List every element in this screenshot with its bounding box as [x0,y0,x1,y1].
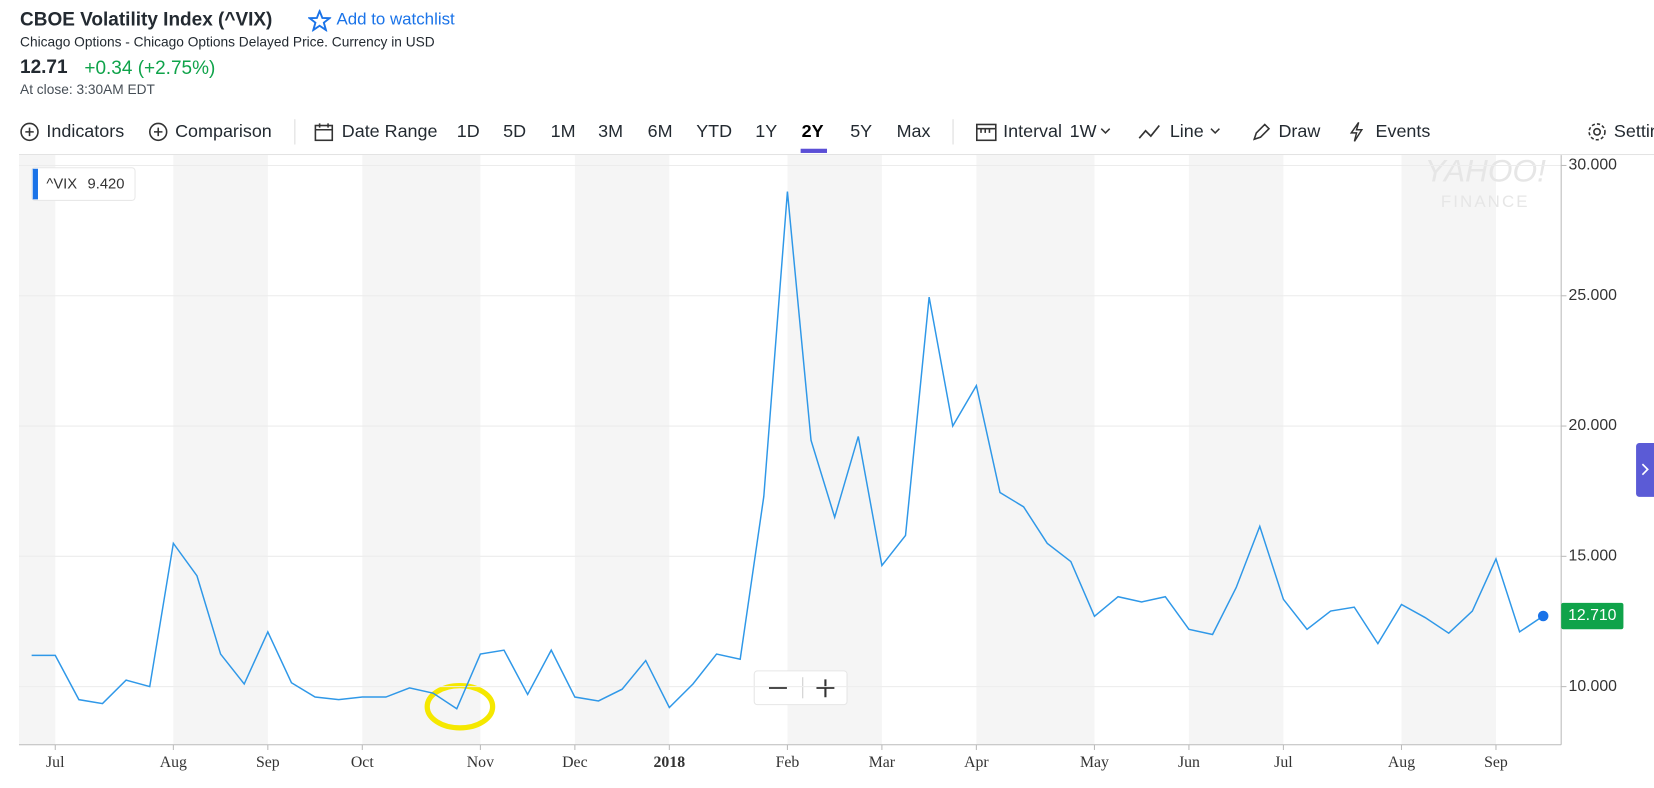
last-price-label: 12.710 [1568,607,1617,624]
settings-button[interactable]: Settings [1613,121,1654,142]
month-band [574,155,670,745]
month-band [1401,155,1496,745]
y-tick-label: 15.000 [1569,548,1618,565]
star-icon[interactable] [308,9,332,32]
watermark: YAHOO! [1425,152,1546,188]
x-tick-label: Feb [776,754,800,771]
last-point [1537,610,1549,622]
month-band [787,155,882,745]
x-tick-label: 2018 [654,754,686,771]
indicators-button[interactable]: Indicators [46,121,125,142]
date-range-button[interactable]: Date Range [341,121,438,142]
price: 12.71 [20,55,68,78]
settings-icon[interactable] [1586,121,1607,142]
x-tick-label: Aug [160,754,187,771]
last-price-tag [1561,602,1624,630]
hover-box [31,167,136,201]
range-button[interactable]: Max [896,121,931,142]
watchlist-link[interactable]: Add to watchlist [336,10,455,29]
line-button[interactable]: Line [1169,121,1204,142]
month-band [1188,155,1284,745]
x-tick-label: Jul [46,754,65,771]
comparison-icon[interactable] [148,121,169,142]
indicators-icon[interactable] [19,121,40,142]
watermark: FINANCE [1441,192,1530,211]
draw-button[interactable]: Draw [1278,121,1321,142]
hover-symbol: ^VIX [46,177,77,193]
month-band [18,155,56,745]
interval-value[interactable]: 1W [1069,121,1097,142]
quote-title: CBOE Volatility Index (^VIX) [20,8,273,30]
hover-color [32,168,38,200]
events-button[interactable]: Events [1375,121,1431,142]
active-underline [800,148,828,153]
range-button[interactable]: 1D [456,121,480,142]
x-tick-label: May [1080,754,1109,771]
calendar-icon[interactable] [313,121,334,142]
range-button[interactable]: 1M [550,121,576,142]
price-line [31,191,1544,710]
range-button-active[interactable]: 2Y [801,121,824,142]
range-button[interactable]: YTD [696,121,733,142]
range-button[interactable]: 5D [503,121,527,142]
range-button[interactable]: 3M [598,121,624,142]
x-tick-label: Dec [562,754,587,771]
x-tick-label: Jul [1274,754,1293,771]
x-tick-label: Aug [1388,754,1415,771]
quote-subtitle: Chicago Options - Chicago Options Delaye… [20,33,435,50]
y-tick-label: 10.000 [1569,678,1618,695]
y-tick-label: 30.000 [1569,157,1618,174]
x-tick-label: Jun [1178,754,1200,771]
draw-icon[interactable] [1251,121,1272,142]
x-tick-label: Oct [351,754,374,771]
x-tick-label: Apr [964,754,989,771]
month-band [362,155,481,745]
range-button[interactable]: 6M [647,121,673,142]
range-button[interactable]: 5Y [850,121,873,142]
side-tab-chevron [1641,463,1649,476]
side-panel-tab[interactable] [1636,443,1654,497]
interval-button[interactable]: Interval [1003,121,1062,142]
y-tick-label: 25.000 [1569,287,1618,304]
range-button[interactable]: 1Y [755,121,778,142]
x-tick-label: Nov [467,754,494,771]
x-tick-label: Sep [256,754,280,771]
events-icon[interactable] [1348,121,1365,142]
highlight-circle [424,683,496,731]
chevron [1210,128,1220,134]
zoom-control [753,670,848,706]
price-change: +0.34 (+2.75%) [84,56,216,79]
comparison-button[interactable]: Comparison [175,121,272,142]
y-tick-label: 20.000 [1569,417,1618,434]
zoom-in[interactable] [816,679,835,698]
interval-icon[interactable] [975,121,998,142]
x-tick-label: Sep [1484,754,1508,771]
toolbar-border [18,154,1654,156]
hover-price: 9.420 [88,177,125,193]
line-icon[interactable] [1137,121,1162,142]
separator [952,119,954,145]
month-band [976,155,1095,745]
x-tick-label: Mar [869,754,896,771]
month-band [173,155,268,745]
chevron [1100,128,1111,134]
separator [294,119,296,145]
close-time: At close: 3:30AM EDT [20,81,155,98]
